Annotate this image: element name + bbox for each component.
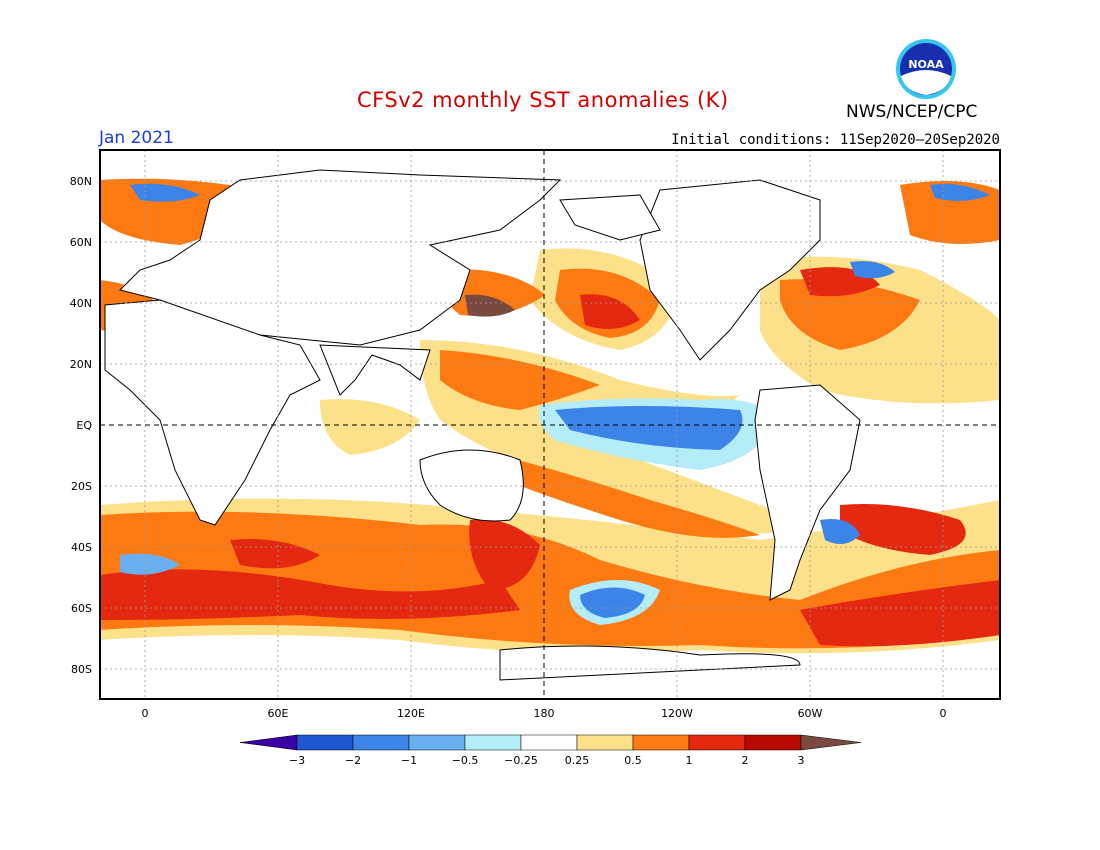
noaa-logo: NOAA: [895, 38, 957, 100]
colorbar-label: −0.5: [452, 754, 479, 767]
org-label: NWS/NCEP/CPC: [846, 102, 977, 122]
valid-date: Jan 2021: [99, 128, 174, 148]
colorbar-label: 3: [798, 754, 805, 767]
lon-label: 120E: [397, 707, 425, 720]
colorbar-swatch: [521, 735, 577, 750]
initial-conditions: Initial conditions: 11Sep2020–20Sep2020: [671, 132, 1000, 148]
colorbar-swatch: [409, 735, 465, 750]
colorbar-label: 2: [742, 754, 749, 767]
map-frame: [100, 150, 1000, 699]
colorbar-swatch: [465, 735, 521, 750]
latitude-labels: 80N 60N 40N 20N EQ 20S 40S 60S 80S: [70, 175, 93, 676]
sst-anomaly-field: [100, 150, 1000, 699]
colorbar-label: 0.25: [565, 754, 590, 767]
lon-label: 60E: [268, 707, 289, 720]
lat-label: EQ: [76, 419, 92, 432]
lat-label: 80N: [70, 175, 92, 188]
lat-label: 40N: [70, 297, 92, 310]
lon-label: 120W: [661, 707, 693, 720]
colorbar-label: −3: [289, 754, 305, 767]
lat-label: 60N: [70, 236, 92, 249]
colorbar-label: −1: [401, 754, 417, 767]
colorbar-high-arrow: [801, 735, 861, 750]
longitude-labels: 0 60E 120E 180 120W 60W 0: [142, 707, 947, 720]
colorbar-swatch: [577, 735, 633, 750]
lat-label: 60S: [71, 602, 92, 615]
lat-label: 20N: [70, 358, 92, 371]
colorbar-swatch: [745, 735, 801, 750]
lon-label: 180: [534, 707, 555, 720]
colorbar: −3 −2 −1 −0.5 −0.25 0.25 0.5 1 2 3: [240, 735, 861, 767]
colorbar-low-arrow: [240, 735, 297, 750]
colorbar-swatch: [689, 735, 745, 750]
colorbar-label: −2: [345, 754, 361, 767]
svg-text:NOAA: NOAA: [908, 58, 944, 71]
colorbar-swatch: [353, 735, 409, 750]
lon-label: 0: [142, 707, 149, 720]
lat-label: 80S: [71, 663, 92, 676]
colorbar-swatch: [633, 735, 689, 750]
colorbar-label: −0.25: [504, 754, 538, 767]
colorbar-swatch: [297, 735, 353, 750]
map-title: CFSv2 monthly SST anomalies (K): [357, 88, 729, 112]
colorbar-label: 0.5: [624, 754, 642, 767]
lon-label: 0: [940, 707, 947, 720]
lon-label: 60W: [798, 707, 823, 720]
lat-label: 20S: [71, 480, 92, 493]
colorbar-label: 1: [686, 754, 693, 767]
lat-label: 40S: [71, 541, 92, 554]
